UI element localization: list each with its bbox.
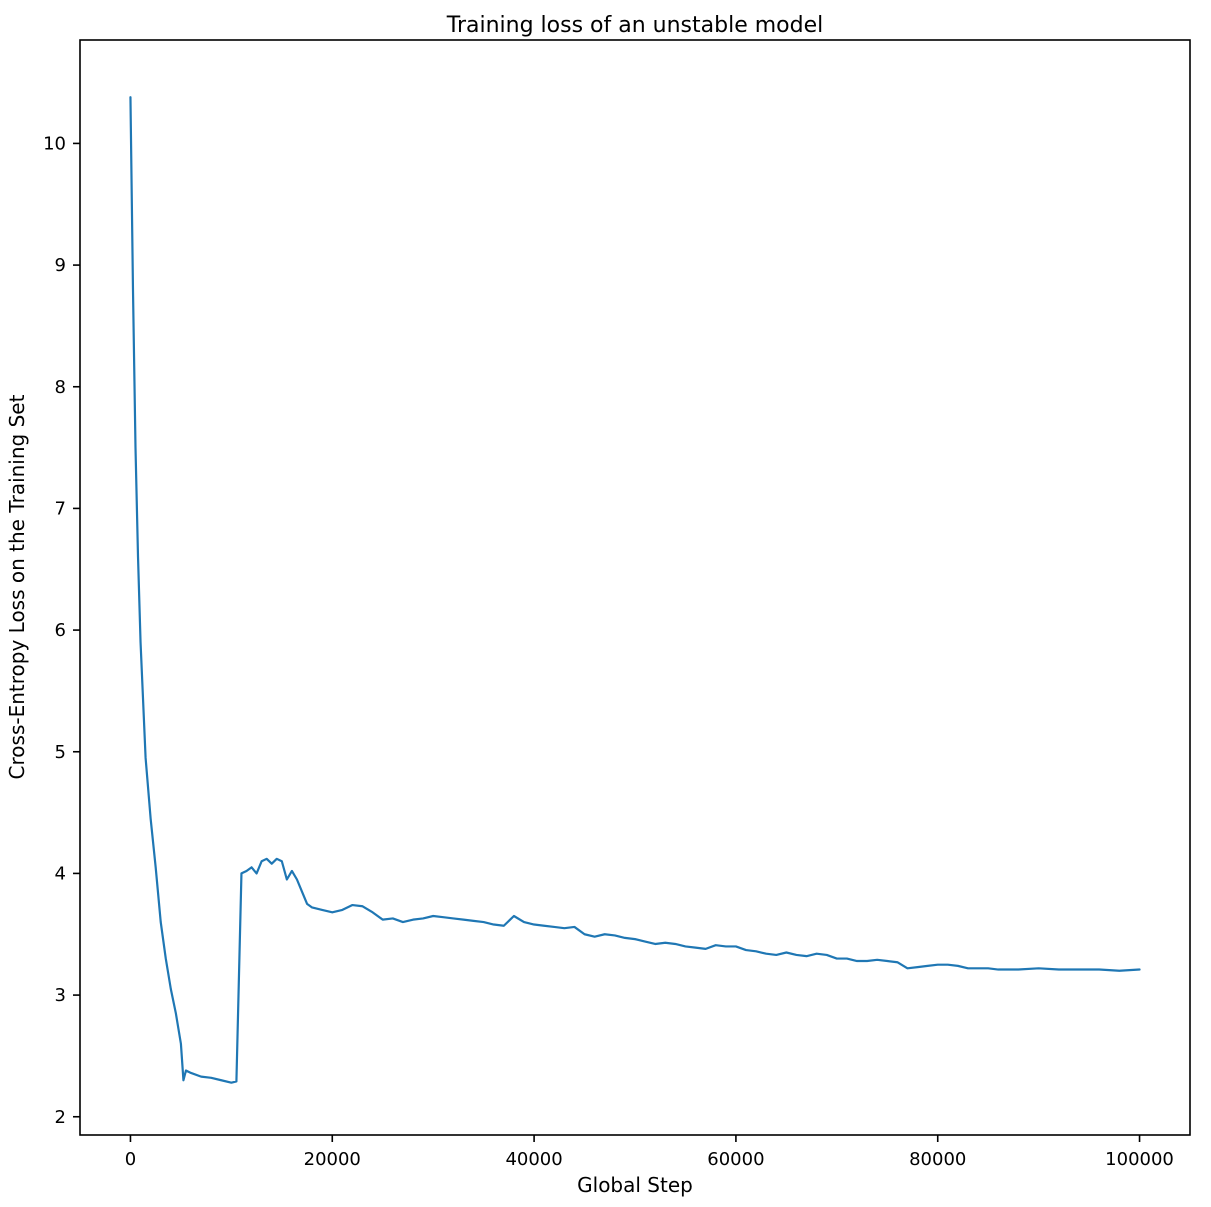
- x-tick-label: 20000: [304, 1149, 361, 1170]
- x-tick-label: 60000: [707, 1149, 764, 1170]
- y-tick-label: 10: [43, 133, 66, 154]
- chart-title: Training loss of an unstable model: [446, 13, 823, 38]
- plot-border: [79, 39, 1191, 1136]
- y-axis-ticks: 2 3 4 5 6 7 8 9 10: [43, 133, 80, 1128]
- loss-curve: [129, 96, 1141, 1084]
- x-axis-ticks: 0 20000 40000 60000 80000 100000: [125, 1135, 1174, 1170]
- x-tick-label: 80000: [909, 1149, 966, 1170]
- y-tick-label: 9: [55, 255, 66, 276]
- x-tick-label: 0: [125, 1149, 136, 1170]
- y-tick-label: 7: [55, 498, 66, 519]
- y-tick-label: 3: [55, 985, 66, 1006]
- x-axis-label: Global Step: [577, 1173, 693, 1197]
- x-tick-label: 100000: [1105, 1149, 1174, 1170]
- y-tick-label: 6: [55, 620, 66, 641]
- x-tick-label: 40000: [505, 1149, 562, 1170]
- y-tick-label: 4: [55, 863, 66, 884]
- y-tick-label: 2: [55, 1107, 66, 1128]
- series-training-loss: [129, 96, 1141, 1084]
- y-tick-label: 8: [55, 377, 66, 398]
- y-axis-label: Cross-Entropy Loss on the Training Set: [5, 394, 29, 779]
- y-tick-label: 5: [55, 742, 66, 763]
